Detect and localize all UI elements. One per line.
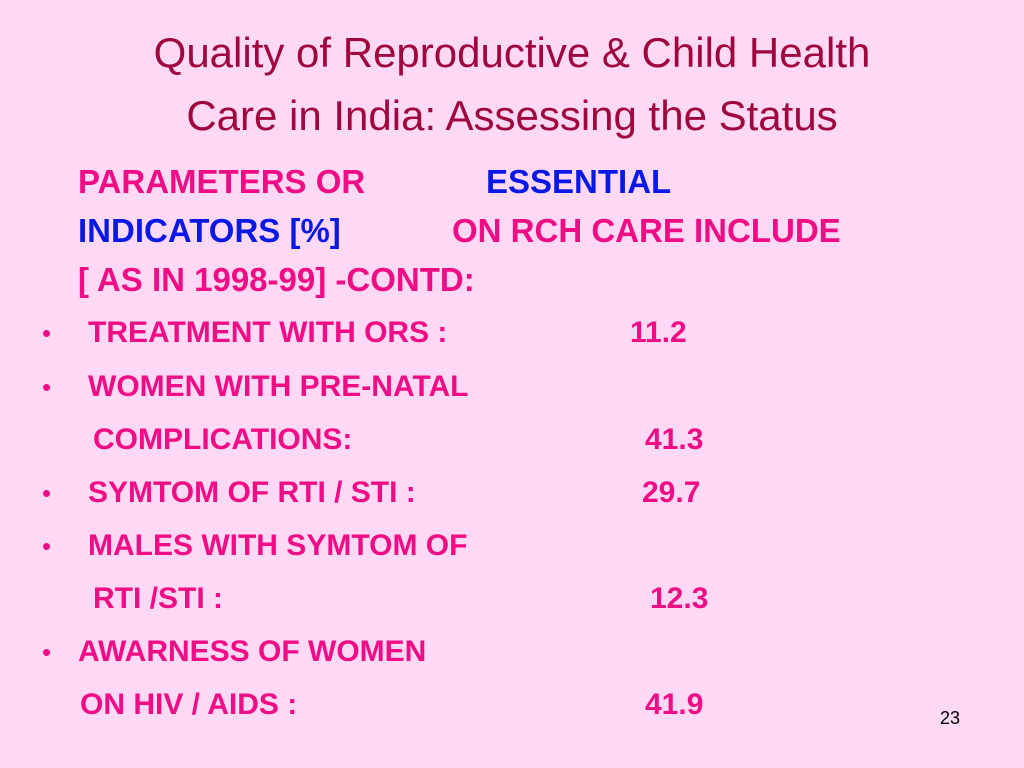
item-label: AWARNESS OF WOMEN (78, 635, 427, 668)
item-label: ON HIV / AIDS : (80, 688, 298, 721)
item-value: 11.2 (630, 316, 687, 349)
item-label: TREATMENT WITH ORS : (88, 316, 448, 349)
item-label: MALES WITH SYMTOM OF (88, 529, 468, 562)
item-label: SYMTOM OF RTI / STI : (88, 476, 416, 509)
heading-part: ON RCH CARE INCLUDE (452, 212, 841, 249)
item-value: 41.3 (645, 423, 704, 456)
item-label: RTI /STI : (93, 582, 223, 615)
heading-part: [ AS IN 1998-99] -CONTD: (78, 261, 475, 298)
heading-part: ESSENTIAL (486, 163, 672, 200)
bullet: • (42, 637, 52, 667)
item-value: 12.3 (650, 582, 709, 615)
item-label: WOMEN WITH PRE-NATAL (88, 370, 469, 403)
bullet: • (42, 372, 52, 402)
bullet: • (42, 531, 52, 561)
title-line: Quality of Reproductive & Child Health (153, 29, 871, 76)
item-value: 41.9 (645, 688, 704, 721)
heading-part: INDICATORS [%] (78, 212, 341, 249)
item-value: 29.7 (642, 476, 701, 509)
heading-part: PARAMETERS OR (78, 163, 366, 200)
bullet: • (42, 318, 52, 348)
item-label: COMPLICATIONS: (93, 423, 353, 456)
bullet: • (42, 478, 52, 508)
page-number: 23 (940, 708, 961, 728)
title-line: Care in India: Assessing the Status (186, 92, 838, 139)
